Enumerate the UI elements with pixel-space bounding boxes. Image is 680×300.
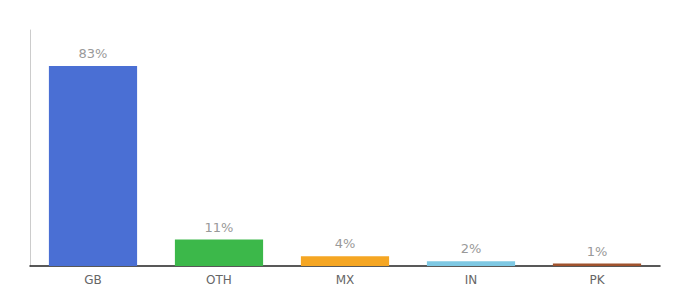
svg-text:MX: MX (336, 273, 355, 287)
svg-text:PK: PK (589, 273, 605, 287)
svg-text:GB: GB (84, 273, 102, 287)
svg-text:IN: IN (465, 273, 478, 287)
svg-text:83%: 83% (79, 46, 108, 61)
svg-text:OTH: OTH (206, 273, 232, 287)
svg-text:1%: 1% (587, 244, 608, 259)
svg-text:2%: 2% (461, 241, 482, 256)
svg-text:11%: 11% (205, 220, 234, 235)
svg-text:4%: 4% (335, 236, 356, 251)
